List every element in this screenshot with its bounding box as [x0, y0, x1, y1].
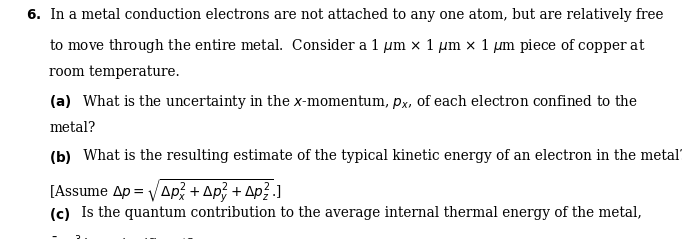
Text: $\mathbf{(b)}$: $\mathbf{(b)}$: [49, 149, 72, 166]
Text: Is the quantum contribution to the average internal thermal energy of the metal,: Is the quantum contribution to the avera…: [76, 206, 642, 220]
Text: [Assume $\Delta p = \sqrt{\Delta p_x^2 + \Delta p_y^2 + \Delta p_z^2}$.]: [Assume $\Delta p = \sqrt{\Delta p_x^2 +…: [49, 178, 282, 205]
Text: $\mathbf{(a)}$: $\mathbf{(a)}$: [49, 93, 72, 110]
Text: $\bar{K} = \frac{3}{2}k_B T$, significant?: $\bar{K} = \frac{3}{2}k_B T$, significan…: [49, 234, 196, 239]
Text: room temperature.: room temperature.: [49, 65, 180, 79]
Text: to move through the entire metal.  Consider a 1 $\mu$m $\times$ 1 $\mu$m $\times: to move through the entire metal. Consid…: [49, 37, 646, 54]
Text: In a metal conduction electrons are not attached to any one atom, but are relati: In a metal conduction electrons are not …: [46, 8, 663, 22]
Text: What is the resulting estimate of the typical kinetic energy of an electron in t: What is the resulting estimate of the ty…: [78, 149, 682, 163]
Text: What is the uncertainty in the $x$-momentum, $p_x$, of each electron confined to: What is the uncertainty in the $x$-momen…: [78, 93, 638, 111]
Text: $\mathbf{6.}$: $\mathbf{6.}$: [26, 8, 41, 22]
Text: $\mathbf{(c)}$: $\mathbf{(c)}$: [49, 206, 70, 223]
Text: metal?: metal?: [49, 121, 95, 135]
